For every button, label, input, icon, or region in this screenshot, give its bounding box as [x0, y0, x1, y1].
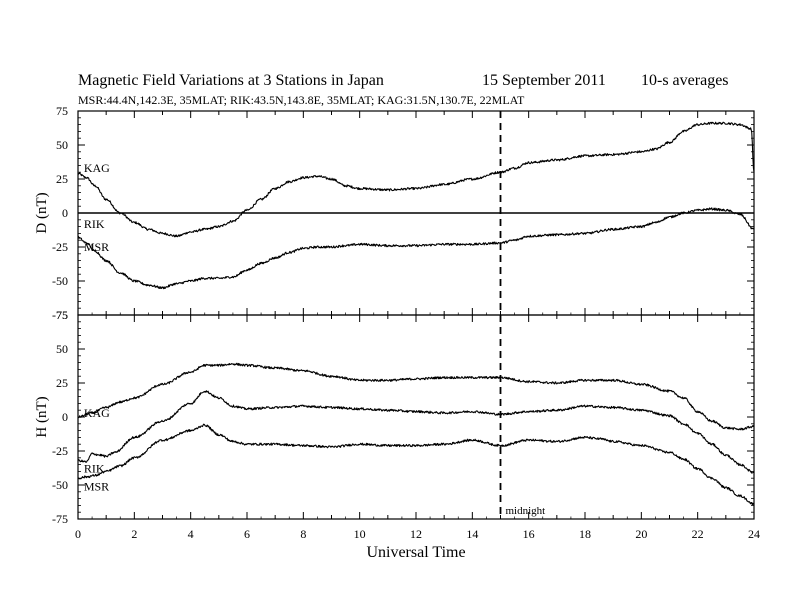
- station-coordinates: MSR:44.4N,142.3E, 35MLAT; RIK:43.5N,143.…: [78, 93, 525, 107]
- ylabel-bottom: H (nT): [34, 396, 50, 437]
- station-label-msr: MSR: [84, 479, 109, 493]
- y-tick-label: 0: [62, 410, 68, 424]
- x-tick-label: 22: [692, 527, 704, 541]
- station-label-rik: RIK: [84, 217, 105, 231]
- x-tick-label: 4: [188, 527, 194, 541]
- y-tick-label: -25: [52, 444, 68, 458]
- trace-rik-bottom: [77, 390, 755, 474]
- x-tick-label: 6: [244, 527, 250, 541]
- x-tick-label: 0: [75, 527, 81, 541]
- y-tick-label: -50: [52, 274, 68, 288]
- trace-msr-top: [77, 207, 755, 290]
- y-tick-label: 75: [56, 104, 68, 118]
- y-tick-label: -75: [52, 308, 68, 322]
- chart-title: Magnetic Field Variations at 3 Stations …: [78, 72, 384, 89]
- y-tick-label: 0: [62, 206, 68, 220]
- trace-kag-bottom: [77, 362, 755, 431]
- y-tick-label: 25: [56, 376, 68, 390]
- y-tick-label: -75: [52, 512, 68, 526]
- x-tick-label: 2: [131, 527, 137, 541]
- x-axis-label: Universal Time: [366, 544, 465, 561]
- station-label-msr: MSR: [84, 240, 109, 254]
- x-tick-label: 18: [579, 527, 591, 541]
- ylabel-top: D (nT): [34, 192, 50, 233]
- x-tick-label: 10: [354, 527, 366, 541]
- x-tick-label: 8: [300, 527, 306, 541]
- d-component-panel: 75 50 25 0 -25 -50 -75 D (nT) KAG RIK MSR: [34, 104, 755, 322]
- trace-msr-bottom: [77, 423, 755, 506]
- y-tick-label: 50: [56, 138, 68, 152]
- station-label-kag: KAG: [84, 406, 110, 420]
- trace-kag-top: [77, 121, 755, 238]
- y-tick-label: 25: [56, 172, 68, 186]
- station-label-rik: RIK: [84, 462, 105, 476]
- midnight-label: midnight: [506, 505, 546, 517]
- y-tick-label: -50: [52, 478, 68, 492]
- station-label-kag: KAG: [84, 161, 110, 175]
- chart-averaging: 10-s averages: [641, 72, 729, 89]
- y-tick-label: 50: [56, 342, 68, 356]
- chart-date: 15 September 2011: [482, 72, 606, 89]
- x-tick-label: 14: [466, 527, 478, 541]
- x-tick-label: 12: [410, 527, 422, 541]
- y-tick-label: 75: [56, 308, 68, 322]
- x-tick-label: 20: [635, 527, 647, 541]
- plot-frame: [77, 314, 755, 520]
- x-tick-label: 16: [523, 527, 535, 541]
- x-tick-label: 24: [748, 527, 760, 541]
- y-tick-label: -25: [52, 240, 68, 254]
